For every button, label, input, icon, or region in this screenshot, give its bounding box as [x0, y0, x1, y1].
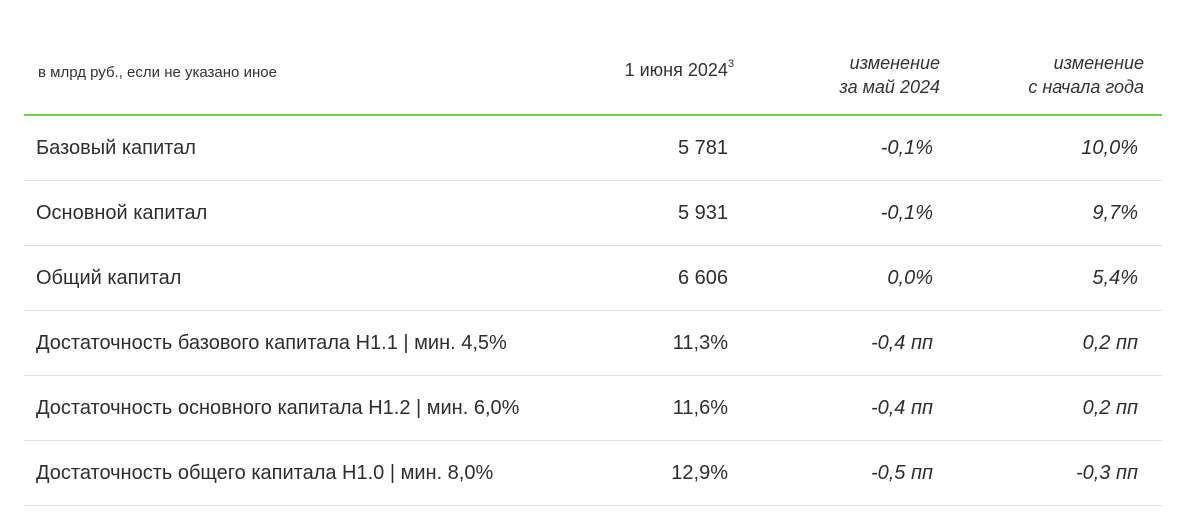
- table-row: Общий капитал 6 606 0,0% 5,4%: [24, 246, 1162, 311]
- row-month-change: -0,1%: [880, 202, 933, 224]
- row-ytd-change: -0,3 пп: [1075, 462, 1138, 484]
- row-value: 11,3%: [672, 332, 728, 354]
- row-ytd-change: 0,2 пп: [1082, 397, 1138, 419]
- row-label: Достаточность основного капитала Н1.2 | …: [36, 397, 520, 419]
- row-label: Базовый капитал: [36, 137, 196, 159]
- row-month-change: -0,1%: [880, 137, 933, 159]
- row-value: 5 781: [677, 137, 728, 159]
- table-row: Основной капитал 5 931 -0,1% 9,7%: [24, 181, 1162, 246]
- table-header: в млрд руб., если не указано иное 1 июня…: [24, 0, 1162, 116]
- table-row: Достаточность базового капитала Н1.1 | м…: [24, 311, 1162, 376]
- row-label: Основной капитал: [36, 202, 208, 224]
- row-value: 5 931: [677, 202, 728, 224]
- ytd-change-column-header: изменение с начала года: [1028, 51, 1144, 99]
- row-ytd-change: 9,7%: [1092, 202, 1138, 224]
- units-note: в млрд руб., если не указано иное: [38, 64, 277, 81]
- row-month-change: -0,4 пп: [870, 397, 933, 419]
- month-change-header-line2: за май 2024: [839, 77, 940, 97]
- row-label: Общий капитал: [36, 267, 182, 289]
- row-value: 12,9%: [671, 462, 728, 484]
- table-row: Достаточность общего капитала Н1.0 | мин…: [24, 441, 1162, 506]
- month-change-column-header: изменение за май 2024: [839, 51, 940, 99]
- row-value: 6 606: [677, 267, 728, 289]
- row-month-change: -0,5 пп: [870, 462, 933, 484]
- date-column-label: 1 июня 2024: [624, 60, 728, 80]
- row-label: Достаточность общего капитала Н1.0 | мин…: [36, 462, 494, 484]
- table-row: Достаточность основного капитала Н1.2 | …: [24, 376, 1162, 441]
- row-value: 11,6%: [672, 397, 728, 419]
- row-ytd-change: 10,0%: [1081, 137, 1138, 159]
- table-row: Базовый капитал 5 781 -0,1% 10,0%: [24, 116, 1162, 181]
- row-ytd-change: 0,2 пп: [1082, 332, 1138, 354]
- row-label: Достаточность базового капитала Н1.1 | м…: [36, 332, 507, 354]
- row-ytd-change: 5,4%: [1092, 267, 1138, 289]
- capital-table: в млрд руб., если не указано иное 1 июня…: [24, 0, 1162, 506]
- month-change-header-line1: изменение: [849, 53, 940, 73]
- row-month-change: -0,4 пп: [870, 332, 933, 354]
- row-month-change: 0,0%: [887, 267, 933, 289]
- ytd-change-header-line1: изменение: [1053, 53, 1144, 73]
- ytd-change-header-line2: с начала года: [1028, 77, 1144, 97]
- footnote-marker: 3: [727, 58, 734, 70]
- date-column-header: 1 июня 20243: [624, 58, 734, 81]
